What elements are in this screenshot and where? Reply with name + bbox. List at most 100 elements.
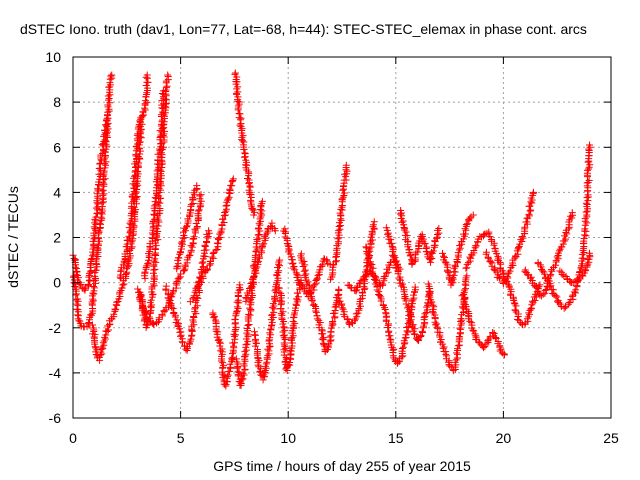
- data-point: [503, 273, 511, 281]
- data-point: [428, 248, 436, 256]
- data-point: [240, 371, 248, 379]
- data-point: [325, 340, 333, 348]
- data-point: [175, 274, 183, 282]
- data-point: [226, 360, 234, 368]
- data-point: [384, 229, 392, 237]
- data-point: [99, 149, 107, 157]
- data-point: [553, 253, 561, 261]
- data-point: [377, 297, 385, 305]
- data-point: [136, 117, 144, 125]
- data-point: [180, 266, 188, 274]
- data-point: [143, 78, 151, 86]
- data-point: [182, 223, 190, 231]
- data-point: [511, 306, 519, 314]
- data-point: [336, 222, 344, 230]
- y-tick-label: 10: [45, 49, 61, 65]
- x-axis-ticks: [72, 57, 612, 418]
- data-point: [583, 262, 591, 270]
- data-point: [166, 297, 174, 305]
- data-point: [150, 210, 158, 218]
- data-point: [313, 315, 321, 323]
- data-point: [384, 324, 392, 332]
- data-point: [84, 320, 92, 328]
- data-point: [449, 275, 457, 283]
- data-point: [147, 296, 155, 304]
- data-point: [327, 328, 335, 336]
- data-point: [390, 345, 398, 353]
- data-point: [275, 267, 283, 275]
- data-point: [421, 310, 429, 318]
- data-point: [308, 297, 316, 305]
- data-point: [240, 153, 248, 161]
- data-point: [585, 176, 593, 184]
- data-point: [89, 321, 97, 329]
- data-point: [214, 234, 222, 242]
- data-point: [480, 344, 488, 352]
- data-point: [173, 263, 181, 271]
- data-point: [94, 185, 102, 193]
- data-point: [305, 288, 313, 296]
- data-point: [212, 316, 220, 324]
- data-point: [552, 292, 560, 300]
- y-tick-label: -2: [49, 320, 62, 336]
- data-point: [80, 285, 88, 293]
- data-point: [539, 290, 547, 298]
- data-point: [332, 253, 340, 261]
- data-point: [96, 159, 104, 167]
- data-point: [581, 225, 589, 233]
- data-point: [342, 161, 350, 169]
- data-point: [193, 182, 201, 190]
- data-point: [456, 324, 464, 332]
- data-point: [186, 251, 194, 259]
- x-tick-label: 0: [69, 430, 77, 446]
- data-point: [174, 254, 182, 262]
- data-point: [462, 220, 470, 228]
- data-point: [359, 288, 367, 296]
- data-point: [76, 280, 84, 288]
- data-point: [86, 276, 94, 284]
- data-point: [453, 345, 461, 353]
- data-point: [220, 219, 228, 227]
- data-point: [369, 221, 377, 229]
- data-point: [568, 209, 576, 217]
- data-point: [241, 365, 249, 373]
- data-point: [197, 191, 205, 199]
- data-point: [418, 327, 426, 335]
- data-point: [228, 354, 236, 362]
- data-point: [125, 232, 133, 240]
- data-point: [108, 71, 116, 79]
- data-point: [316, 266, 324, 274]
- data-point: [450, 264, 458, 272]
- data-point: [411, 283, 419, 291]
- data-point: [339, 193, 347, 201]
- data-point: [313, 274, 321, 282]
- data-point: [169, 305, 177, 313]
- data-point: [189, 295, 197, 303]
- data-point: [454, 342, 462, 350]
- data-point: [300, 257, 308, 265]
- data-point: [462, 264, 470, 272]
- data-point: [514, 316, 522, 324]
- data-point: [90, 284, 98, 292]
- data-point: [293, 273, 301, 281]
- data-point: [285, 246, 293, 254]
- data-point: [208, 253, 216, 261]
- data-point: [360, 283, 368, 291]
- chart-title: dSTEC Iono. truth (dav1, Lon=77, Lat=-68…: [20, 21, 587, 37]
- data-point: [232, 355, 240, 363]
- data-point: [217, 347, 225, 355]
- data-point: [334, 238, 342, 246]
- y-axis-ticks: [73, 56, 611, 419]
- data-point: [158, 116, 166, 124]
- data-point: [117, 267, 125, 275]
- data-point: [525, 210, 533, 218]
- data-point: [249, 205, 257, 213]
- data-point: [188, 243, 196, 251]
- data-point: [387, 338, 395, 346]
- data-point: [259, 376, 267, 384]
- data-point: [239, 137, 247, 145]
- data-point: [99, 339, 107, 347]
- data-point: [221, 209, 229, 217]
- data-point: [271, 287, 279, 295]
